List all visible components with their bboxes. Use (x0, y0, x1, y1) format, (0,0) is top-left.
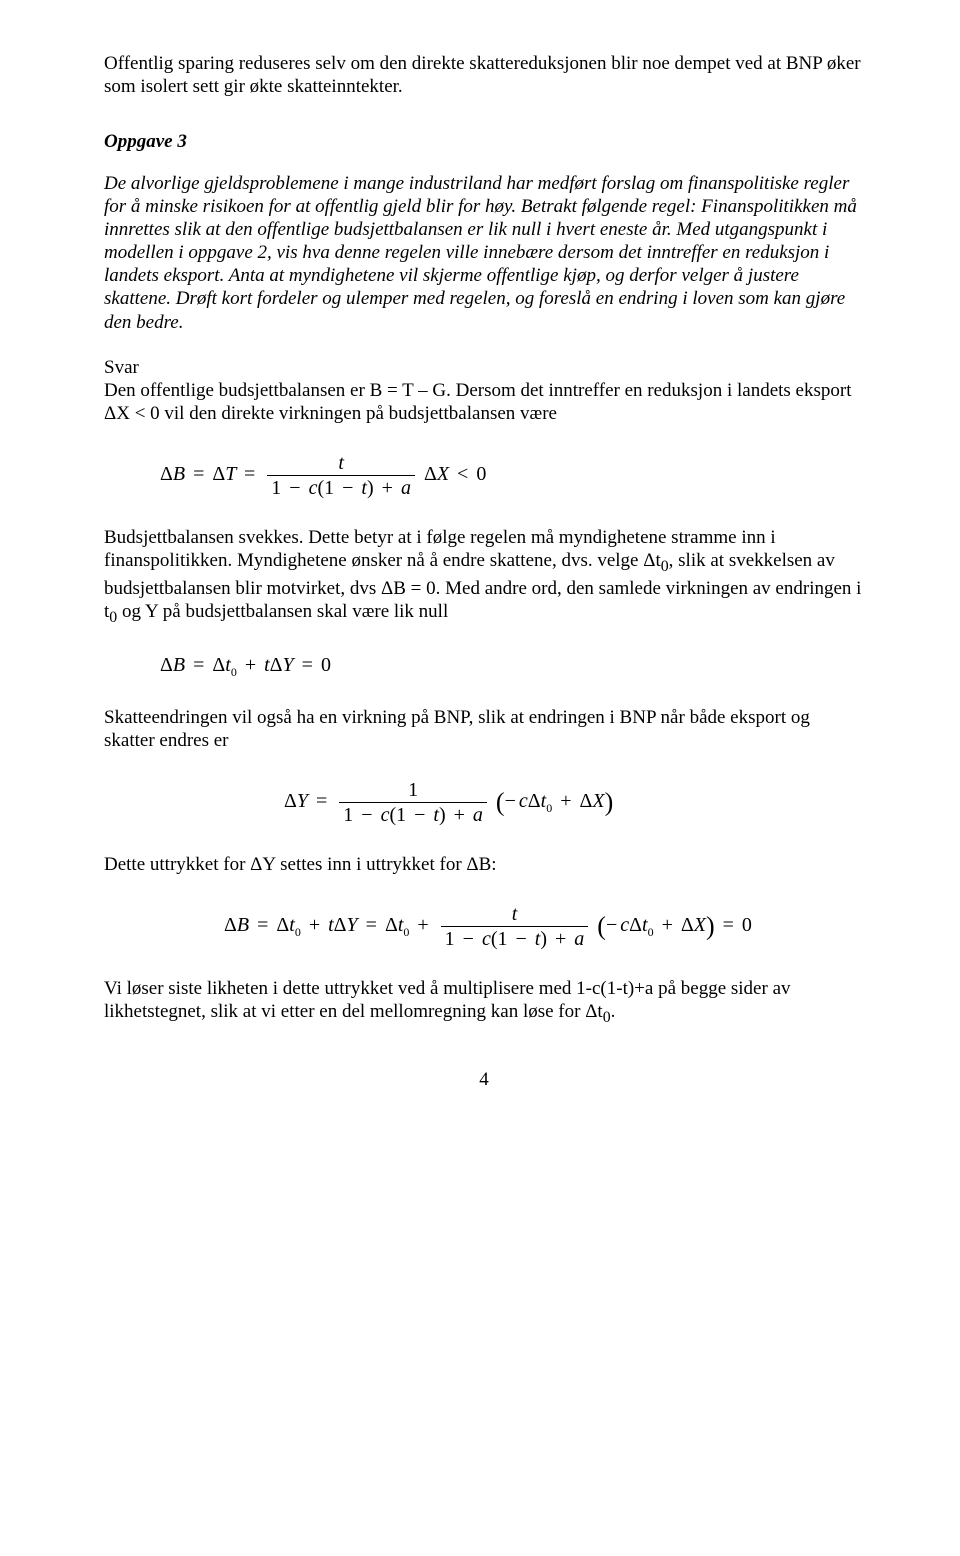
equation-4: ΔB = Δt0 + tΔY = Δt0 + t 1 − c(1 − t) + … (224, 904, 864, 949)
equation-3: ΔY = 1 1 − c(1 − t) + a (−cΔt0 + ΔX) (284, 780, 864, 825)
page-number: 4 (104, 1068, 864, 1091)
svar-label: Svar (104, 356, 864, 379)
equation-4-fraction: t 1 − c(1 − t) + a (441, 904, 589, 949)
heading-oppgave-3: Oppgave 3 (104, 130, 864, 153)
equation-1: ΔB = ΔT = t 1 − c(1 − t) + a ΔX < 0 (160, 453, 864, 498)
answer-intro: Den offentlige budsjettbalansen er B = T… (104, 379, 864, 425)
para-substitute: Dette uttrykket for ΔY settes inn i uttr… (104, 853, 864, 876)
equation-1-fraction: t 1 − c(1 − t) + a (267, 453, 415, 498)
intro-paragraph: Offentlig sparing reduseres selv om den … (104, 52, 864, 98)
page: Offentlig sparing reduseres selv om den … (0, 0, 960, 1556)
para-tax-effect: Skatteendringen vil også ha en virkning … (104, 706, 864, 752)
equation-3-fraction: 1 1 − c(1 − t) + a (339, 780, 487, 825)
equation-2: ΔB = Δt0 + tΔY = 0 (160, 655, 864, 678)
para-solve: Vi løser siste likheten i dette uttrykke… (104, 977, 864, 1027)
para-budget-weaken: Budsjettbalansen svekkes. Dette betyr at… (104, 526, 864, 627)
question-paragraph: De alvorlige gjeldsproblemene i mange in… (104, 172, 864, 334)
